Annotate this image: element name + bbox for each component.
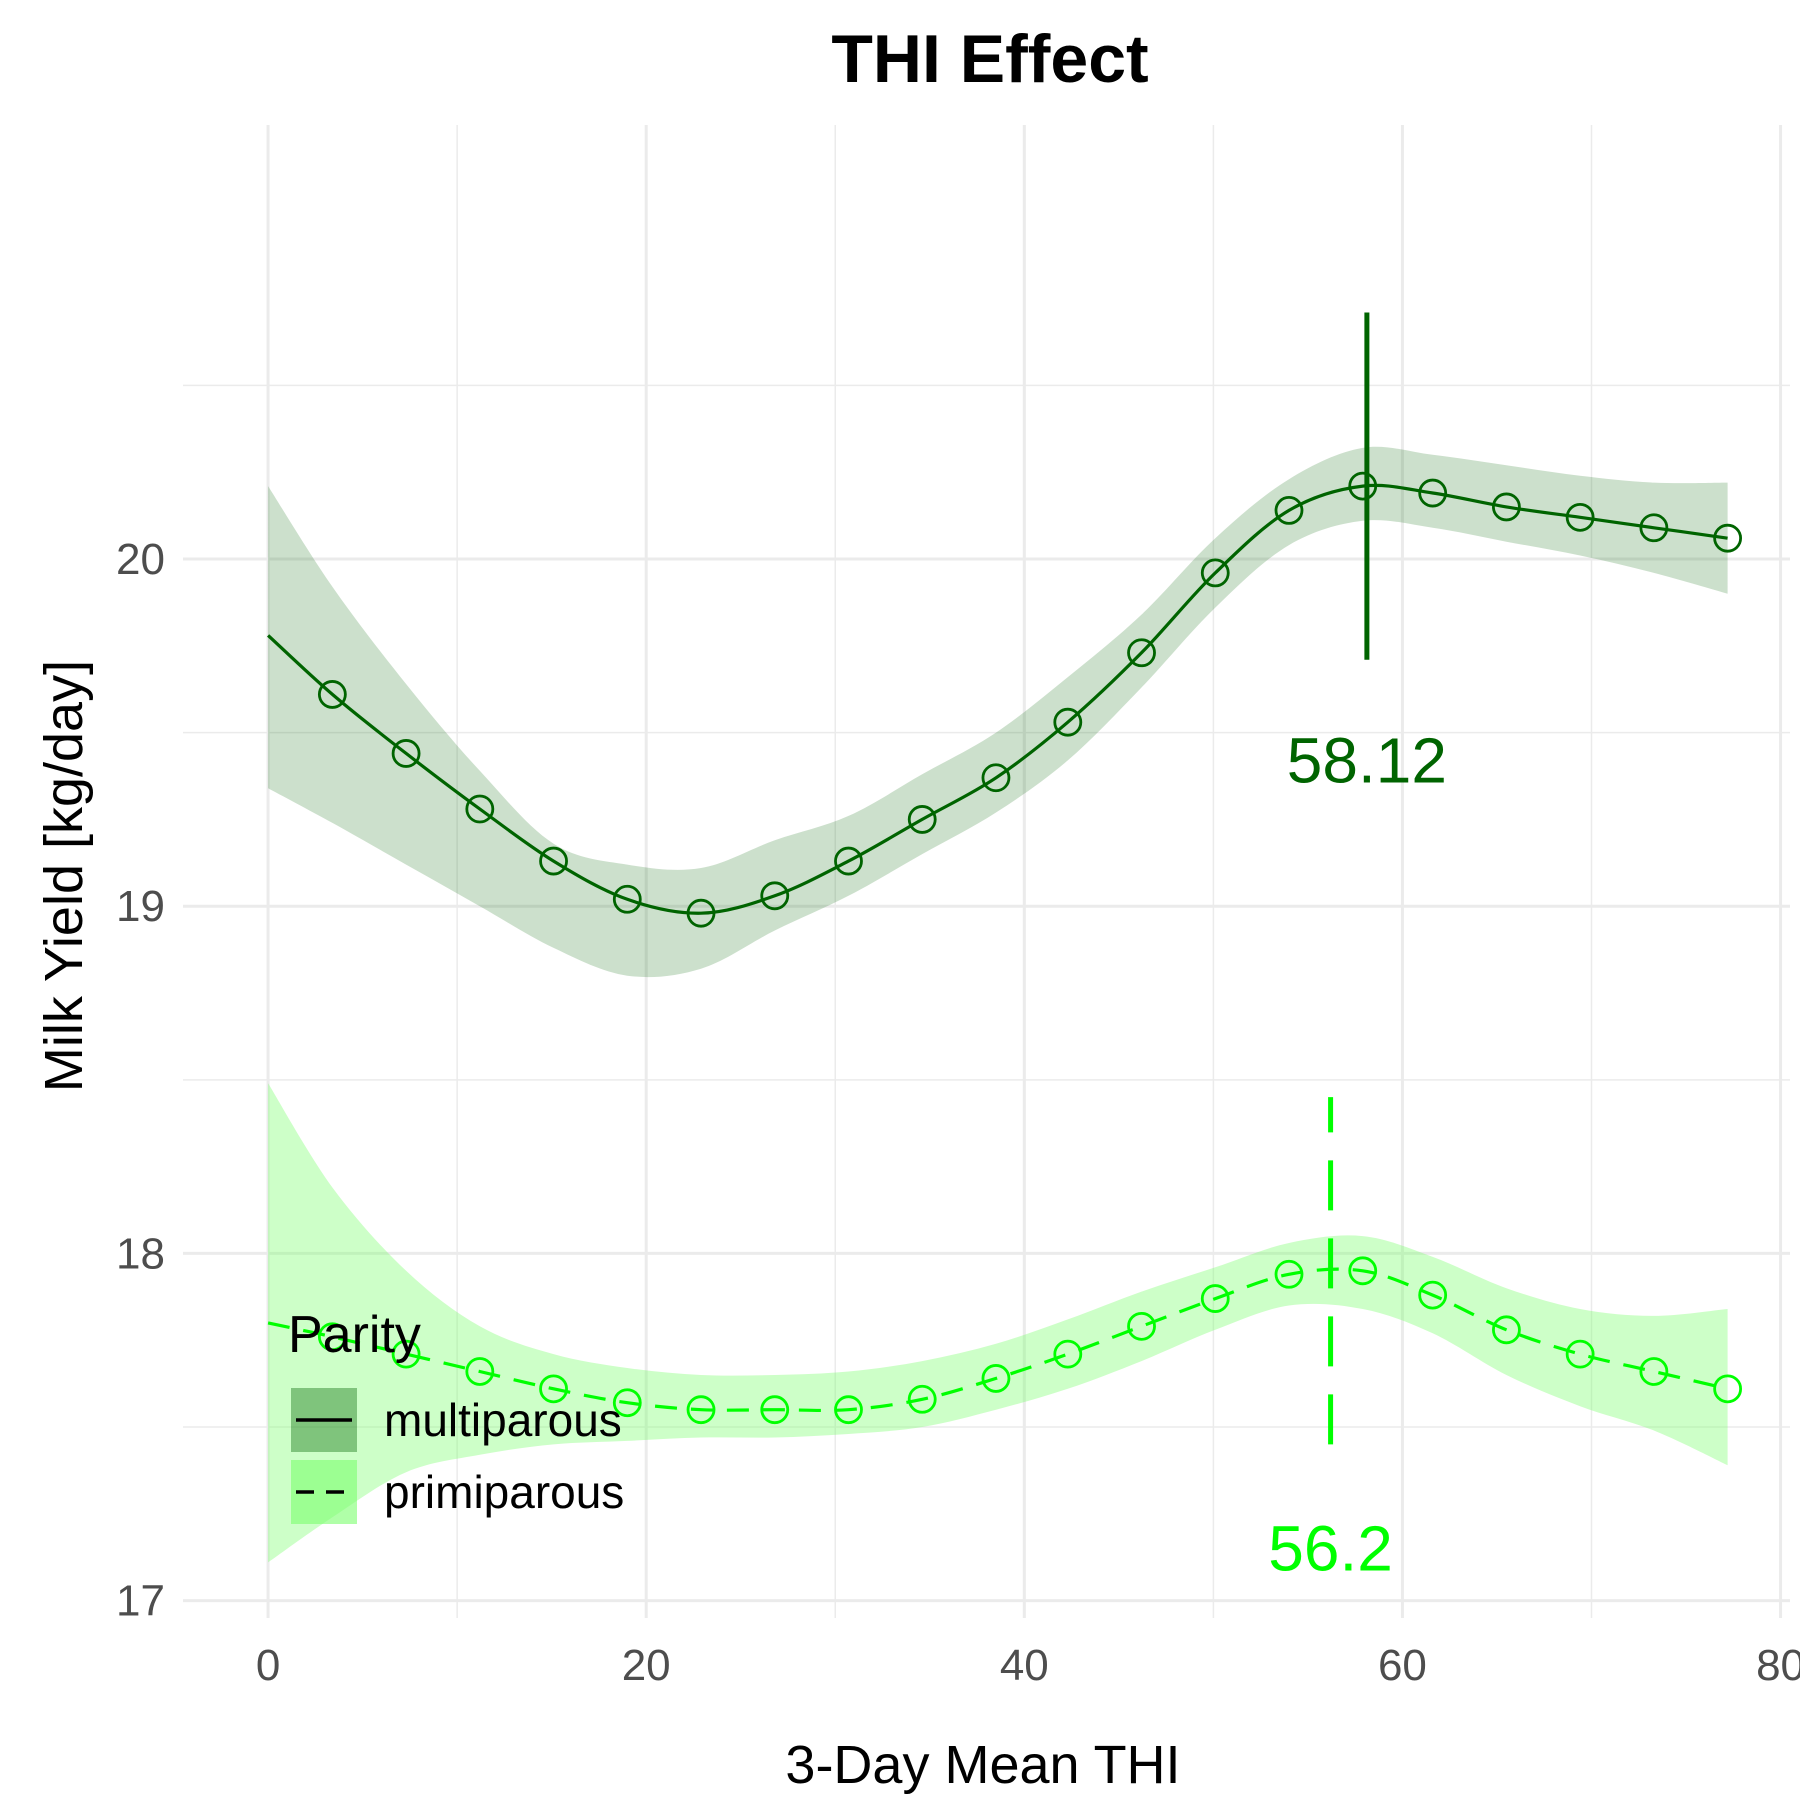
y-tick-label: 19 — [116, 882, 165, 931]
series-lines — [267, 483, 1728, 1413]
y-tick-label: 17 — [116, 1577, 165, 1626]
data-point-multiparous — [981, 763, 1011, 793]
data-point-multiparous — [1053, 707, 1083, 737]
data-point-multiparous — [1127, 638, 1156, 668]
data-point-primiparous — [1053, 1339, 1083, 1369]
data-point-primiparous — [465, 1357, 495, 1386]
data-point-multiparous — [1639, 513, 1669, 543]
data-point-primiparous — [1492, 1315, 1521, 1345]
data-point-multiparous — [391, 739, 421, 768]
data-point-primiparous — [391, 1339, 421, 1369]
data-point-primiparous — [760, 1395, 790, 1425]
legend: Parity multiparous primiparous — [288, 1306, 624, 1524]
series-line-primiparous — [267, 1267, 1728, 1413]
data-point-multiparous — [465, 794, 495, 824]
peak-label-multiparous: 58.12 — [1287, 724, 1447, 796]
series-markers — [317, 471, 1743, 1425]
data-point-multiparous — [907, 805, 937, 834]
data-point-multiparous — [612, 884, 642, 914]
x-tick-label: 60 — [1378, 1641, 1427, 1690]
y-tick-label: 18 — [116, 1229, 165, 1278]
legend-label-multiparous: multiparous — [384, 1394, 622, 1446]
confidence-band-multiparous — [268, 446, 1728, 978]
data-point-multiparous — [1492, 492, 1521, 522]
data-point-multiparous — [686, 898, 716, 928]
y-axis-title: Milk Yield [kg/day] — [34, 660, 94, 1092]
data-point-multiparous — [1348, 471, 1378, 501]
series-line-multiparous — [267, 483, 1728, 915]
data-point-multiparous — [834, 846, 863, 876]
x-tick-label: 40 — [1000, 1641, 1049, 1690]
peak-label-primiparous: 56.2 — [1268, 1513, 1393, 1585]
data-point-multiparous — [760, 881, 790, 911]
data-point-primiparous — [1348, 1256, 1378, 1286]
grid — [183, 125, 1790, 1618]
data-point-multiparous — [317, 680, 347, 709]
data-point-multiparous — [1713, 523, 1743, 553]
data-point-primiparous — [686, 1395, 716, 1425]
data-point-primiparous — [1274, 1259, 1304, 1289]
legend-title: Parity — [288, 1306, 421, 1364]
data-point-primiparous — [981, 1364, 1011, 1393]
data-point-multiparous — [1565, 502, 1595, 532]
data-point-primiparous — [834, 1395, 863, 1425]
data-point-primiparous — [1713, 1374, 1743, 1404]
data-point-primiparous — [1565, 1339, 1595, 1369]
data-point-primiparous — [1639, 1357, 1669, 1386]
chart-title: THI Effect — [831, 21, 1148, 97]
confidence-bands — [268, 446, 1728, 1563]
data-point-primiparous — [1418, 1280, 1448, 1310]
data-point-primiparous — [1200, 1284, 1230, 1313]
data-point-multiparous — [1418, 478, 1448, 508]
data-point-primiparous — [539, 1374, 568, 1404]
data-point-primiparous — [1127, 1311, 1156, 1341]
legend-keys: multiparous primiparous — [291, 1388, 624, 1524]
y-tick-label: 20 — [116, 535, 165, 584]
tick-labels: 0 20 40 60 80 17 18 19 20 — [116, 535, 1800, 1690]
data-point-primiparous — [612, 1388, 642, 1418]
data-point-primiparous — [907, 1384, 937, 1414]
legend-label-primiparous: primiparous — [384, 1466, 624, 1518]
x-tick-label: 0 — [256, 1641, 280, 1690]
x-axis-title: 3-Day Mean THI — [785, 1735, 1180, 1795]
peak-lines: 58.12 56.2 — [1268, 312, 1447, 1585]
x-tick-label: 80 — [1756, 1641, 1800, 1690]
x-tick-label: 20 — [622, 1641, 671, 1690]
data-point-primiparous — [317, 1322, 347, 1352]
confidence-band-primiparous — [268, 1083, 1728, 1563]
data-point-multiparous — [539, 846, 568, 876]
data-point-multiparous — [1200, 558, 1230, 588]
data-point-multiparous — [1274, 496, 1304, 525]
